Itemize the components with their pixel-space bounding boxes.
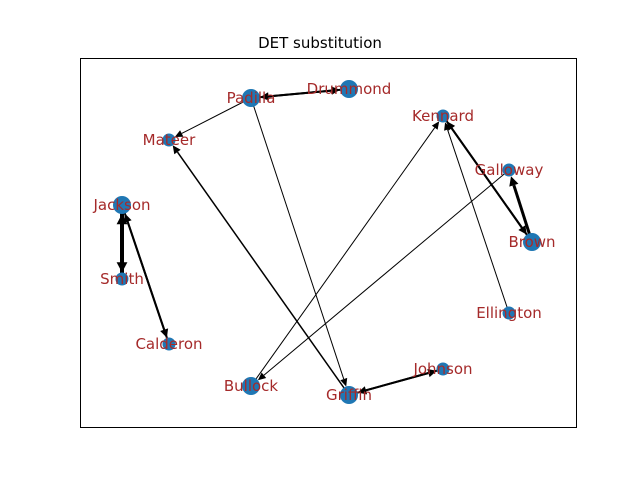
node-johnson (436, 362, 450, 376)
node-label-galloway: Galloway (475, 161, 544, 179)
node-padilla (242, 89, 260, 107)
edge-galloway-bullock (257, 169, 510, 381)
node-smith (115, 272, 129, 286)
edge-ellington-kennard (444, 122, 510, 314)
arrowhead (340, 377, 348, 387)
edge-kennard-brown (442, 115, 527, 235)
nodes-layer (113, 80, 541, 404)
node-kennard (436, 109, 450, 123)
arrowhead (357, 386, 368, 395)
node-brown (523, 233, 541, 251)
diagram-title: DET substitution (258, 34, 382, 52)
node-label-ellington: Ellington (476, 304, 542, 322)
arrowhead (518, 225, 527, 235)
edge-johnson-griffin (357, 368, 444, 395)
node-bullock (242, 377, 260, 395)
arrowhead (260, 92, 269, 101)
arrowhead (174, 130, 184, 137)
arrowhead (123, 213, 132, 223)
edge-griffin-mateer (172, 145, 350, 396)
node-label-bullock: Bullock (224, 377, 279, 395)
edge-bullock-kennard (250, 121, 440, 387)
edges-layer (116, 86, 534, 396)
node-label-brown: Brown (508, 233, 555, 251)
node-drummond (340, 80, 358, 98)
node-calderon (162, 337, 176, 351)
edge-drummond-padilla (260, 88, 350, 101)
node-label-johnson: Johnson (412, 360, 472, 378)
arrowhead (257, 372, 267, 381)
plot-frame (80, 58, 577, 428)
arrowhead (509, 176, 519, 187)
node-label-calderon: Calderon (135, 335, 202, 353)
arrowhead (172, 145, 181, 155)
node-label-mateer: Mateer (143, 131, 196, 149)
node-label-padilla: Padilla (227, 89, 276, 107)
node-label-jackson: Jackson (92, 196, 150, 214)
edge-padilla-mateer (174, 97, 252, 137)
node-label-smith: Smith (100, 270, 144, 288)
node-galloway (502, 163, 516, 177)
node-griffin (340, 386, 358, 404)
edge-padilla-griffin (250, 97, 348, 387)
node-label-drummond: Drummond (307, 80, 392, 98)
arrowhead (431, 121, 440, 130)
labels-layer: Padilla Drummond Mateer Kennard Galloway Jack… (92, 80, 555, 404)
edge-brown-galloway (509, 176, 534, 243)
node-label-kennard: Kennard (412, 107, 474, 125)
edge-calderon-jackson (123, 213, 170, 345)
node-label-griffin: Griffin (326, 386, 372, 404)
node-ellington (502, 306, 516, 320)
node-mateer (162, 133, 176, 147)
node-jackson (113, 196, 131, 214)
